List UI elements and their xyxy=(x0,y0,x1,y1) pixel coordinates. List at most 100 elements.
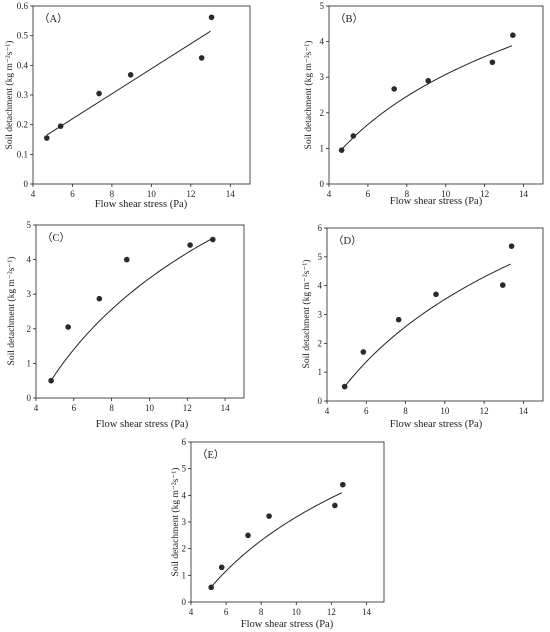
y-tick-label: 3 xyxy=(318,310,323,320)
data-point xyxy=(508,243,515,249)
y-axis-label: Soil detachment (kg m⁻²s⁻¹) xyxy=(303,41,314,150)
x-tick-label: 4 xyxy=(189,607,194,617)
data-point xyxy=(127,72,134,78)
data-point xyxy=(489,59,496,66)
y-tick-label: 4 xyxy=(27,255,32,265)
data-point xyxy=(341,383,348,390)
data-point xyxy=(332,502,338,509)
y-tick-label: 3 xyxy=(182,517,187,527)
data-point xyxy=(96,90,102,97)
data-point xyxy=(44,135,50,141)
data-point xyxy=(48,377,54,384)
y-axis-label: Soil detachment (kg m⁻²s⁻¹) xyxy=(170,468,181,577)
data-point xyxy=(266,513,272,519)
x-tick-label: 4 xyxy=(31,189,36,199)
fit-curve xyxy=(344,263,511,387)
data-point xyxy=(425,77,432,84)
data-point xyxy=(510,32,516,38)
x-axis-label: Flow shear stress (Pa) xyxy=(95,199,188,210)
data-point xyxy=(391,86,397,92)
y-tick-label: 0.5 xyxy=(17,31,29,41)
data-point xyxy=(433,291,439,298)
x-tick-label: 8 xyxy=(109,403,114,413)
x-tick-label: 10 xyxy=(440,406,450,416)
x-tick-label: 10 xyxy=(292,607,302,617)
y-tick-label: 2 xyxy=(27,324,32,334)
x-tick-label: 6 xyxy=(364,406,369,416)
fit-curve xyxy=(211,492,343,587)
x-axis-label: Flow shear stress (Pa) xyxy=(241,619,334,630)
panel-label: （C） xyxy=(42,232,70,244)
fit-curve xyxy=(46,30,211,136)
data-point xyxy=(57,123,64,129)
x-tick-label: 8 xyxy=(110,189,115,199)
data-point xyxy=(187,242,193,248)
y-tick-label: 3 xyxy=(320,72,325,82)
data-point xyxy=(218,564,225,571)
data-point xyxy=(123,256,130,263)
x-tick-label: 6 xyxy=(70,189,75,199)
y-tick-label: 1 xyxy=(318,367,323,377)
x-tick-label: 14 xyxy=(362,607,372,617)
y-tick-label: 1 xyxy=(27,358,32,368)
data-point xyxy=(360,349,367,355)
data-point xyxy=(96,295,103,302)
x-tick-label: 10 xyxy=(145,403,155,413)
x-tick-label: 12 xyxy=(480,189,489,199)
y-tick-label: 6 xyxy=(182,437,187,447)
x-tick-label: 14 xyxy=(519,406,529,416)
plot-frame-b xyxy=(328,5,544,185)
plot-frame-a xyxy=(32,5,251,185)
x-tick-label: 12 xyxy=(480,406,489,416)
y-axis-label: Soil detachment (kg m⁻²s⁻¹) xyxy=(4,41,15,150)
y-tick-label: 0 xyxy=(27,393,32,403)
panel-label: （D） xyxy=(333,235,362,247)
y-tick-label: 0 xyxy=(320,179,325,189)
plot-frame-d xyxy=(326,227,544,402)
data-point xyxy=(395,316,402,323)
data-point xyxy=(339,481,346,488)
fit-curve xyxy=(51,237,214,380)
x-tick-label: 8 xyxy=(403,406,408,416)
x-axis-label: Flow shear stress (Pa) xyxy=(390,196,483,207)
y-tick-label: 0.6 xyxy=(17,1,29,11)
data-point xyxy=(210,236,216,243)
x-tick-label: 8 xyxy=(259,607,264,617)
x-tick-label: 4 xyxy=(34,403,39,413)
y-tick-label: 0.1 xyxy=(17,149,28,159)
x-tick-label: 8 xyxy=(405,189,410,199)
x-tick-label: 14 xyxy=(519,189,529,199)
x-tick-label: 12 xyxy=(327,607,336,617)
y-axis-label: Soil detachment (kg m⁻²s⁻¹) xyxy=(6,257,17,366)
x-axis-label: Flow shear stress (Pa) xyxy=(96,419,189,430)
y-tick-label: 2 xyxy=(182,544,187,554)
panel-label: （B） xyxy=(335,13,363,25)
y-tick-label: 3 xyxy=(27,289,32,299)
x-tick-label: 4 xyxy=(325,406,330,416)
y-tick-label: 4 xyxy=(320,37,325,47)
y-tick-label: 4 xyxy=(182,490,187,500)
panel-label: （E） xyxy=(197,449,224,461)
y-tick-label: 0 xyxy=(24,179,29,189)
y-axis-label: Soil detachment (kg m⁻²s⁻¹) xyxy=(301,260,312,369)
data-point xyxy=(245,532,251,539)
y-tick-label: 4 xyxy=(318,281,323,291)
data-point xyxy=(208,14,215,21)
y-tick-label: 5 xyxy=(182,464,187,474)
x-axis-label: Flow shear stress (Pa) xyxy=(390,419,483,430)
y-tick-label: 2 xyxy=(320,108,325,118)
y-tick-label: 0.2 xyxy=(17,120,28,130)
x-tick-label: 12 xyxy=(183,403,192,413)
x-tick-label: 6 xyxy=(224,607,229,617)
y-tick-label: 0.4 xyxy=(17,60,29,70)
data-point xyxy=(198,55,205,61)
x-tick-label: 4 xyxy=(327,189,332,199)
y-tick-label: 5 xyxy=(27,220,32,230)
data-point xyxy=(65,324,71,330)
plot-frame-c xyxy=(35,224,245,399)
fit-curve xyxy=(342,45,513,149)
